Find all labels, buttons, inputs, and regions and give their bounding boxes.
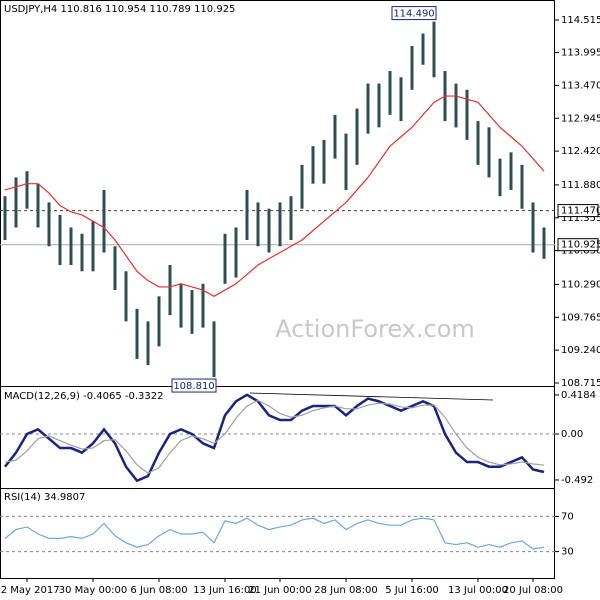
x-tick-label: 5 Jul 16:00 <box>385 585 439 596</box>
x-tick-label: 20 Jul 08:00 <box>503 585 563 596</box>
y-tick-label: -0.492 <box>561 475 593 486</box>
x-tick-label: 13 Jun 16:00 <box>193 585 257 596</box>
price-level-label: 110.925 <box>561 240 600 251</box>
annotation: 108.810 <box>173 381 214 392</box>
x-tick-label: 21 Jun 00:00 <box>248 585 312 596</box>
panel-title: MACD(12,26,9) -0.4065 -0.3322 <box>4 391 164 402</box>
panel-title: RSI(14) 34.9807 <box>4 492 85 503</box>
watermark: ActionForex.com <box>275 315 475 343</box>
trend-line <box>249 392 494 401</box>
y-tick-label: 0.4184 <box>561 390 596 401</box>
annotation-box <box>171 378 217 393</box>
y-tick-label: 112.420 <box>561 146 600 157</box>
x-tick-label: 28 Jun 08:00 <box>314 585 378 596</box>
y-tick-label: 113.470 <box>561 80 600 91</box>
y-tick-label: 70 <box>561 511 574 522</box>
series-line <box>4 393 545 483</box>
price-level-box <box>557 238 599 252</box>
x-tick-label: 22 May 2017 <box>0 585 60 596</box>
y-tick-label: 114.515 <box>561 15 600 26</box>
x-tick-label: 6 Jun 08:00 <box>130 585 187 596</box>
series-line <box>4 517 545 550</box>
y-tick-label: 113.995 <box>561 48 600 59</box>
price-level-label: 111.470 <box>561 206 600 217</box>
frame <box>0 0 555 579</box>
chart-title: USDJPY,H4 110.816 110.954 110.789 110.92… <box>4 4 235 15</box>
y-tick-label: 109.240 <box>561 345 600 356</box>
y-tick-label: 109.765 <box>561 312 600 323</box>
y-tick-label: 0.00 <box>561 429 583 440</box>
x-tick-label: 13 Jul 00:00 <box>448 585 508 596</box>
series-line <box>4 95 545 298</box>
y-tick-label: 111.880 <box>561 180 600 191</box>
annotation: 114.490 <box>393 9 434 20</box>
annotation-box <box>391 6 437 21</box>
y-tick-label: 112.945 <box>561 113 600 124</box>
y-tick-label: 111.355 <box>561 213 600 224</box>
y-tick-label: 108.715 <box>561 378 600 389</box>
x-tick-label: 30 May 00:00 <box>59 585 128 596</box>
y-tick-label: 110.290 <box>561 279 600 290</box>
price-level-box <box>557 204 599 218</box>
y-tick-label: 30 <box>561 547 574 558</box>
series-line <box>4 399 545 474</box>
